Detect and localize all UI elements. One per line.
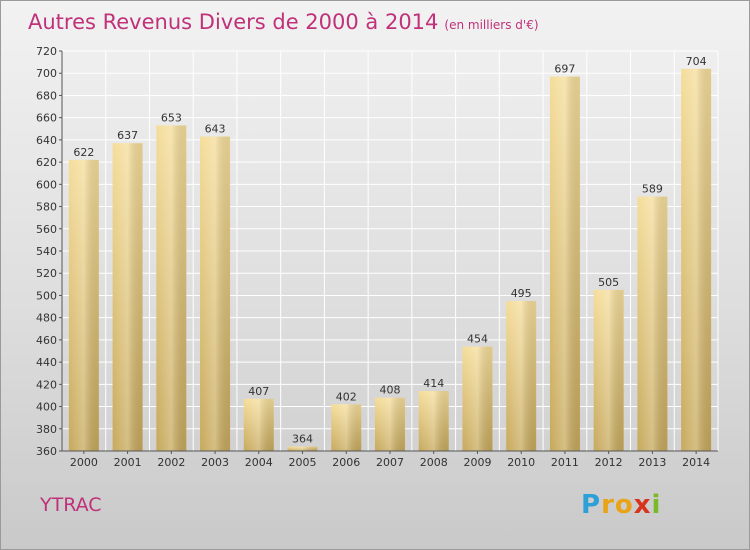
data-label: 407: [248, 385, 269, 398]
city-name: YTRAC: [40, 494, 102, 516]
bar-shade: [112, 143, 143, 451]
x-tick-label: 2010: [507, 456, 535, 469]
bar-shade: [506, 301, 537, 451]
y-tick-label: 480: [36, 312, 57, 325]
x-tick-label: 2009: [463, 456, 491, 469]
y-tick-label: 720: [36, 45, 57, 58]
data-label: 495: [511, 287, 532, 300]
x-tick-label: 2000: [70, 456, 98, 469]
data-label: 697: [554, 63, 575, 76]
x-tick-label: 2007: [376, 456, 404, 469]
x-tick-label: 2011: [551, 456, 579, 469]
data-label: 637: [117, 129, 138, 142]
y-tick-label: 560: [36, 223, 57, 236]
bar-shade: [418, 391, 449, 451]
data-label: 622: [73, 146, 94, 159]
bar-shade: [375, 397, 405, 451]
logo-letter: x: [633, 490, 652, 520]
bar-shade: [68, 159, 99, 451]
logo-letter: P: [581, 490, 602, 520]
bar-shade: [462, 346, 493, 451]
chart-title-main: Autres Revenus Divers de 2000 à 2014: [28, 10, 439, 34]
data-label: 408: [380, 384, 401, 397]
axes: 360 380 400 420 440 460 480 500 520 540 560 580 600 6…: [36, 45, 718, 469]
data-label: 505: [598, 276, 619, 289]
data-label: 653: [161, 111, 182, 124]
y-tick-label: 460: [36, 334, 57, 347]
chart-subtitle: (en milliers d'€): [444, 18, 539, 32]
x-tick-label: 2004: [245, 456, 273, 469]
y-tick-label: 520: [36, 267, 57, 280]
bar-shade: [681, 68, 712, 452]
x-tick-label: 2001: [114, 456, 142, 469]
x-tick-label: 2013: [638, 456, 666, 469]
x-tick-label: 2003: [201, 456, 229, 469]
y-tick-label: 600: [36, 178, 57, 191]
bar-shade: [331, 404, 362, 451]
y-tick-label: 380: [36, 423, 57, 436]
x-tick-label: 2014: [682, 456, 710, 469]
y-tick-label: 360: [36, 445, 57, 458]
data-label: 589: [642, 183, 663, 196]
y-tick-label: 540: [36, 245, 57, 258]
y-tick-label: 400: [36, 401, 57, 414]
data-label: 643: [205, 123, 226, 136]
bar-shade: [200, 136, 231, 452]
bar-shade: [243, 398, 274, 451]
y-tick-label: 620: [36, 156, 57, 169]
x-tick-label: 2005: [289, 456, 317, 469]
chart-title: Autres Revenus Divers de 2000 à 2014 (en …: [28, 10, 539, 34]
y-tick-label: 680: [36, 89, 57, 102]
bar-shade: [593, 289, 624, 451]
proxiti-logo[interactable]: Proxi: [581, 490, 661, 520]
y-tick-label: 500: [36, 289, 57, 302]
y-tick-label: 580: [36, 201, 57, 214]
x-tick-label: 2006: [332, 456, 360, 469]
y-tick-label: 700: [36, 67, 57, 80]
x-tick-label: 2012: [595, 456, 623, 469]
bar-shade: [156, 125, 187, 451]
logo-letter: r: [601, 490, 615, 520]
data-label: 414: [423, 377, 444, 390]
x-tick-label: 2002: [157, 456, 185, 469]
bar-shade: [287, 446, 318, 451]
bar-shade: [549, 76, 580, 452]
data-label: 704: [686, 55, 707, 68]
y-tick-label: 660: [36, 112, 57, 125]
y-tick-label: 420: [36, 378, 57, 391]
logo-letter: o: [614, 490, 634, 520]
bars: 622 637 653 643 407 364 402 408 414 454 495 697 505 5…: [68, 55, 712, 452]
data-label: 402: [336, 390, 357, 403]
data-label: 364: [292, 433, 313, 446]
y-tick-label: 640: [36, 134, 57, 147]
y-tick-label: 440: [36, 356, 57, 369]
bar-shade: [637, 196, 668, 451]
data-label: 454: [467, 333, 488, 346]
logo-letter: i: [651, 490, 662, 520]
x-tick-label: 2008: [420, 456, 448, 469]
